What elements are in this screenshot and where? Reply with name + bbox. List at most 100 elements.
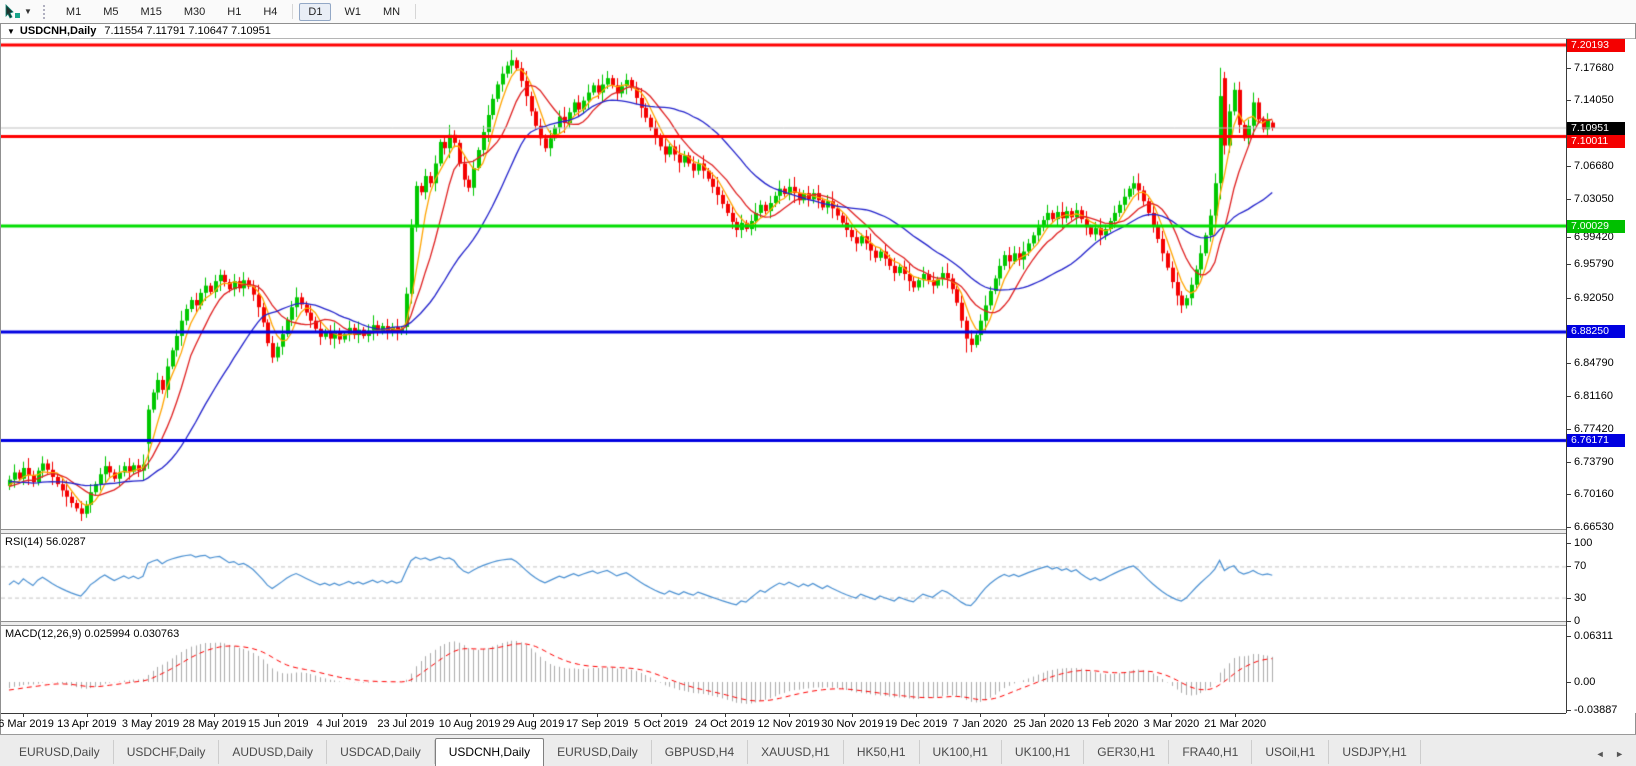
timeframe-button-h1[interactable]: H1 xyxy=(227,5,242,18)
date-tick-mark xyxy=(916,714,918,717)
top-toolbar: ▼ M1 M5 M15 M30 H1 H4 D1 W1 MN xyxy=(0,0,1636,24)
chart-tab-eurusd-daily[interactable]: EURUSD,Daily xyxy=(544,740,652,764)
price-badge-7.10011: 7.10011 xyxy=(1567,134,1625,148)
timeframe-button-h4[interactable]: H4 xyxy=(263,5,278,18)
chart-tab-usdchf-daily[interactable]: USDCHF,Daily xyxy=(114,740,220,764)
date-label: 13 Feb 2020 xyxy=(1076,718,1139,730)
chart-tab-gbpusd-h4[interactable]: GBPUSD,H4 xyxy=(652,740,749,764)
chart-tab-xauusd-h1[interactable]: XAUUSD,H1 xyxy=(748,740,844,764)
date-label: 10 Aug 2019 xyxy=(438,718,501,730)
price-badge-6.88250: 6.88250 xyxy=(1567,325,1625,339)
price-tick-mark xyxy=(1567,100,1571,102)
date-tick-mark xyxy=(278,714,280,717)
date-tick-mark xyxy=(150,714,152,717)
price-tick-mark xyxy=(1567,198,1571,200)
rsi-tick-label: 70 xyxy=(1574,560,1587,573)
date-label: 7 Jan 2020 xyxy=(952,718,1008,730)
date-label: 4 Jul 2019 xyxy=(316,718,368,730)
date-label: 24 Oct 2019 xyxy=(694,718,755,730)
timeframe-button-mn[interactable]: MN xyxy=(382,5,401,18)
rsi-tick-mark xyxy=(1567,621,1571,622)
date-tick-mark xyxy=(469,714,471,717)
rsi-panel-canvas[interactable] xyxy=(1,534,1566,621)
date-label: 3 May 2019 xyxy=(121,718,180,730)
panel-splitter[interactable] xyxy=(1,621,1635,626)
price-tick-label: 7.14050 xyxy=(1574,94,1614,107)
timeframe-button-m1[interactable]: M1 xyxy=(65,5,82,18)
price-tick-label: 7.06680 xyxy=(1574,160,1614,173)
panel-splitter[interactable] xyxy=(1,529,1635,534)
toolbar-separator xyxy=(292,4,294,19)
date-label: 29 Aug 2019 xyxy=(502,718,565,730)
macd-tick-mark xyxy=(1567,710,1571,712)
date-tick-mark xyxy=(214,714,216,717)
chart-tab-usoil-h1[interactable]: USOil,H1 xyxy=(1252,740,1330,764)
chart-symbol-period: USDCNH,Daily xyxy=(19,25,97,37)
price-badge-7.00029: 7.00029 xyxy=(1567,219,1625,233)
price-tick-mark xyxy=(1567,67,1571,69)
price-tick-label: 6.99420 xyxy=(1574,230,1614,243)
rsi-tick-mark xyxy=(1567,597,1571,599)
date-label: 17 Sep 2019 xyxy=(565,718,629,730)
date-label: 23 Jul 2019 xyxy=(377,718,435,730)
price-tick-mark xyxy=(1567,236,1571,238)
chart-tab-usdjpy-h1[interactable]: USDJPY,H1 xyxy=(1329,740,1421,764)
chart-window: ▼ USDCNH,Daily 7.11554 7.11791 7.10647 7… xyxy=(0,23,1636,736)
date-tick-mark xyxy=(342,714,343,717)
date-label: 26 Mar 2019 xyxy=(0,718,54,730)
macd-tick-mark xyxy=(1567,682,1571,683)
price-tick-mark xyxy=(1567,395,1571,397)
rsi-tick-label: 0 xyxy=(1574,615,1581,627)
chart-tab-fra40-h1[interactable]: FRA40,H1 xyxy=(1169,740,1253,764)
timeframe-button-m30[interactable]: M30 xyxy=(183,5,206,18)
rsi-indicator-label: RSI(14) 56.0287 xyxy=(5,536,86,548)
price-tick-mark xyxy=(1567,362,1571,364)
chart-tab-eurusd-daily[interactable]: EURUSD,Daily xyxy=(6,740,114,764)
price-tick-label: 6.95790 xyxy=(1574,258,1614,271)
price-tick-mark xyxy=(1567,461,1571,463)
price-tick-mark xyxy=(1567,526,1571,528)
price-tick-label: 6.92050 xyxy=(1574,291,1614,304)
date-tick-mark xyxy=(597,714,599,717)
date-label: 5 Oct 2019 xyxy=(634,718,688,730)
chart-tab-audusd-daily[interactable]: AUDUSD,Daily xyxy=(219,740,328,764)
timeframe-button-w1[interactable]: W1 xyxy=(344,5,361,18)
date-tick-mark xyxy=(724,714,726,717)
chart-tab-bar: EURUSD,Daily USDCHF,Daily AUDUSD,Daily USDC… xyxy=(0,734,1636,766)
date-tick-mark xyxy=(1107,714,1109,717)
date-label: 30 Nov 2019 xyxy=(821,718,884,730)
chart-cursor-icon[interactable] xyxy=(4,3,22,20)
price-tick-mark xyxy=(1567,166,1571,168)
date-tick-mark xyxy=(533,714,535,717)
price-tick-label: 7.17680 xyxy=(1574,61,1614,74)
chart-dropdown-icon[interactable]: ▼ xyxy=(7,26,15,36)
date-label: 3 Mar 2020 xyxy=(1143,718,1200,730)
toolbar-grip-handle[interactable] xyxy=(41,3,47,20)
chart-tab-ger30-h1[interactable]: GER30,H1 xyxy=(1084,740,1170,764)
timeframe-button-m15[interactable]: M15 xyxy=(140,5,162,18)
chart-tab-uk100-h1[interactable]: UK100,H1 xyxy=(1002,740,1085,764)
timeframe-button-d1[interactable]: D1 xyxy=(299,2,332,21)
price-tick-label: 7.03050 xyxy=(1574,192,1614,205)
date-tick-mark xyxy=(23,714,24,717)
date-tick-mark xyxy=(1235,714,1237,717)
macd-panel-canvas[interactable] xyxy=(1,626,1566,713)
chart-tab-uk100-h1[interactable]: UK100,H1 xyxy=(920,740,1002,764)
chart-tab-usdcnh-daily[interactable]: USDCNH,Daily xyxy=(434,738,545,766)
price-chart-canvas[interactable] xyxy=(1,40,1566,529)
chart-title-row: ▼ USDCNH,Daily 7.11554 7.11791 7.10647 7… xyxy=(1,24,1635,39)
chart-tab-usdcad-daily[interactable]: USDCAD,Daily xyxy=(327,740,435,764)
tab-scroll-arrows[interactable]: ◄ ► xyxy=(1595,749,1628,759)
date-tick-mark xyxy=(1171,714,1173,717)
macd-tick-mark xyxy=(1567,635,1571,637)
cursor-dropdown-caret[interactable]: ▼ xyxy=(24,7,32,16)
price-tick-label: 6.77420 xyxy=(1574,423,1614,436)
price-axis[interactable]: 7.213107.176807.140507.066807.030506.994… xyxy=(1566,29,1636,716)
chart-tab-hk50-h1[interactable]: HK50,H1 xyxy=(844,740,920,764)
macd-indicator-label: MACD(12,26,9) 0.025994 0.030763 xyxy=(5,628,180,640)
price-tick-mark xyxy=(1567,297,1571,299)
price-tick-mark xyxy=(1567,429,1571,431)
date-tick-mark xyxy=(661,714,662,717)
timeframe-button-m5[interactable]: M5 xyxy=(103,5,119,18)
